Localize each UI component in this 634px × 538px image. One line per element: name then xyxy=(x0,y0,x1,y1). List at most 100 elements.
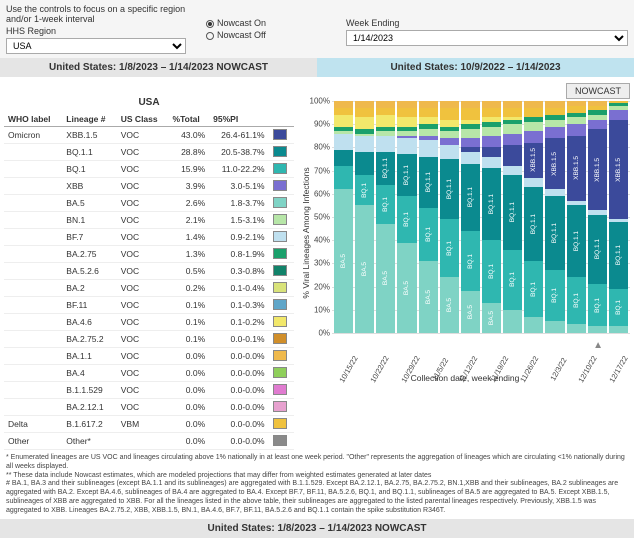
bar-segment xyxy=(524,317,543,333)
bar-segment: XBB.1.5 xyxy=(609,120,628,220)
footnote-c: # BA.1, BA.3 and their sublineages (exce… xyxy=(6,480,628,515)
bar-segment xyxy=(503,117,522,119)
bar-segment: BA.5 xyxy=(376,224,395,333)
bar-segment: XBB.1.5 xyxy=(545,138,564,189)
bar-segment xyxy=(567,201,586,206)
bar-segment xyxy=(355,117,374,129)
controls-bar: Use the controls to focus on a specific … xyxy=(0,0,634,58)
bar-segment xyxy=(355,129,374,134)
nowcast-off-radio[interactable]: Nowcast Off xyxy=(206,30,326,42)
y-tick-labels: 0%10%20%30%40%50%60%70%80%90%100% xyxy=(314,101,332,333)
bar-segment: BQ.1.1 xyxy=(567,205,586,277)
bar-segment xyxy=(567,101,586,106)
region-control: Use the controls to focus on a specific … xyxy=(6,4,186,54)
bar-segment xyxy=(397,127,416,132)
week-label: Week Ending xyxy=(346,18,628,28)
bar-segment xyxy=(545,108,564,115)
table-header: %Total xyxy=(169,112,210,127)
bar-segment xyxy=(461,152,480,164)
header-right: United States: 10/9/2022 – 1/14/2023 xyxy=(317,58,634,77)
x-tick-labels: 10/15/2210/22/2210/29/2211/5/2211/12/221… xyxy=(332,360,630,369)
table-row: BQ.1VOC15.9%11.0-22.2% xyxy=(4,161,294,178)
bar-segment: BQ.1.1 xyxy=(482,168,501,240)
stacked-bar: BA.5BQ.1 xyxy=(355,101,374,333)
bar-segment xyxy=(440,145,459,159)
color-swatch xyxy=(273,418,287,429)
color-swatch xyxy=(273,248,287,259)
bar-segment xyxy=(609,106,628,111)
bar-segment: BQ.1 xyxy=(482,240,501,303)
bar-segment xyxy=(334,115,353,127)
bar-segment xyxy=(503,120,522,125)
bar-segment xyxy=(376,127,395,132)
bar-segment xyxy=(419,140,438,156)
bar-segment xyxy=(545,115,564,120)
bar-segment xyxy=(482,127,501,136)
color-swatch xyxy=(273,180,287,191)
bar-segment xyxy=(482,157,501,169)
table-panel: USA WHO labelLineage #US Class%Total95%P… xyxy=(4,83,294,450)
bar-segment xyxy=(355,101,374,108)
chart-area: BA.5BA.5BQ.1BA.5BQ.1BQ.1.1BA.5BQ.1BQ.1.1… xyxy=(332,101,630,333)
nowcast-button[interactable]: NOWCAST xyxy=(566,83,630,99)
stacked-bar: BA.5BQ.1BQ.1.1 xyxy=(440,101,459,333)
bar-segment xyxy=(334,101,353,108)
footer-bar: United States: 1/8/2023 – 1/14/2023 NOWC… xyxy=(0,519,634,538)
bar-segment xyxy=(397,101,416,108)
bar-segment xyxy=(397,131,416,136)
table-row: BA.2.12.1VOC0.0%0.0-0.0% xyxy=(4,399,294,416)
footnote-a: * Enumerated lineages are US VOC and lin… xyxy=(6,454,628,472)
bar-segment: XBB.1.5 xyxy=(524,143,543,178)
color-swatch xyxy=(273,384,287,395)
bar-segment: BQ.1 xyxy=(419,208,438,261)
color-swatch xyxy=(273,435,287,446)
bar-segment xyxy=(588,115,607,120)
bar-segment xyxy=(609,110,628,119)
bar-segment xyxy=(482,117,501,122)
table-row: OtherOther*0.0%0.0-0.0% xyxy=(4,433,294,450)
color-swatch xyxy=(273,146,287,157)
bar-segment xyxy=(397,138,416,154)
bar-segment xyxy=(440,131,459,138)
stacked-bar: BQ.1BQ.1.1XBB.1.5 xyxy=(524,101,543,333)
bar-segment: BQ.1.1 xyxy=(440,159,459,219)
table-title: USA xyxy=(4,97,294,108)
header-left: United States: 1/8/2023 – 1/14/2023 NOWC… xyxy=(0,58,317,77)
color-swatch xyxy=(273,316,287,327)
bar-segment xyxy=(567,113,586,118)
table-row: BA.4VOC0.0%0.0-0.0% xyxy=(4,365,294,382)
color-swatch xyxy=(273,367,287,378)
week-control: Week Ending 1/14/2023 xyxy=(346,18,628,46)
bar-segment: BA.5 xyxy=(482,303,501,333)
bar-segment xyxy=(461,147,480,152)
footnotes: * Enumerated lineages are US VOC and lin… xyxy=(0,452,634,519)
bar-segment: BQ.1 xyxy=(503,250,522,310)
bar-segment: BA.5 xyxy=(461,291,480,333)
bar-segment xyxy=(355,136,374,152)
bar-segment xyxy=(503,108,522,117)
bar-segment xyxy=(545,127,564,139)
bar-segment: BQ.1.1 xyxy=(461,164,480,231)
table-header xyxy=(269,112,294,127)
bar-segment xyxy=(376,131,395,136)
bar-segment xyxy=(524,131,543,143)
bar-segment xyxy=(461,101,480,108)
bar-segment: BQ.1.1 xyxy=(609,222,628,289)
stacked-bar: BA.5BQ.1BQ.1.1 xyxy=(419,101,438,333)
bar-segment xyxy=(503,166,522,175)
nowcast-on-radio[interactable]: Nowcast On xyxy=(206,18,326,30)
bar-segment: BQ.1.1 xyxy=(376,152,395,184)
bar-segment xyxy=(461,124,480,129)
bar-segment: BQ.1.1 xyxy=(524,187,543,261)
week-select[interactable]: 1/14/2023 xyxy=(346,30,628,46)
bar-segment xyxy=(524,108,543,117)
bar-segment xyxy=(334,108,353,115)
stacked-bar: BA.5BQ.1BQ.1.1 xyxy=(376,101,395,333)
table-row: BA.4.6VOC0.1%0.1-0.2% xyxy=(4,314,294,331)
color-swatch xyxy=(273,350,287,361)
region-select[interactable]: USA xyxy=(6,38,186,54)
bar-segment xyxy=(419,108,438,117)
bar-segment xyxy=(419,129,438,136)
bar-segment xyxy=(355,134,374,136)
bar-segment xyxy=(609,103,628,105)
